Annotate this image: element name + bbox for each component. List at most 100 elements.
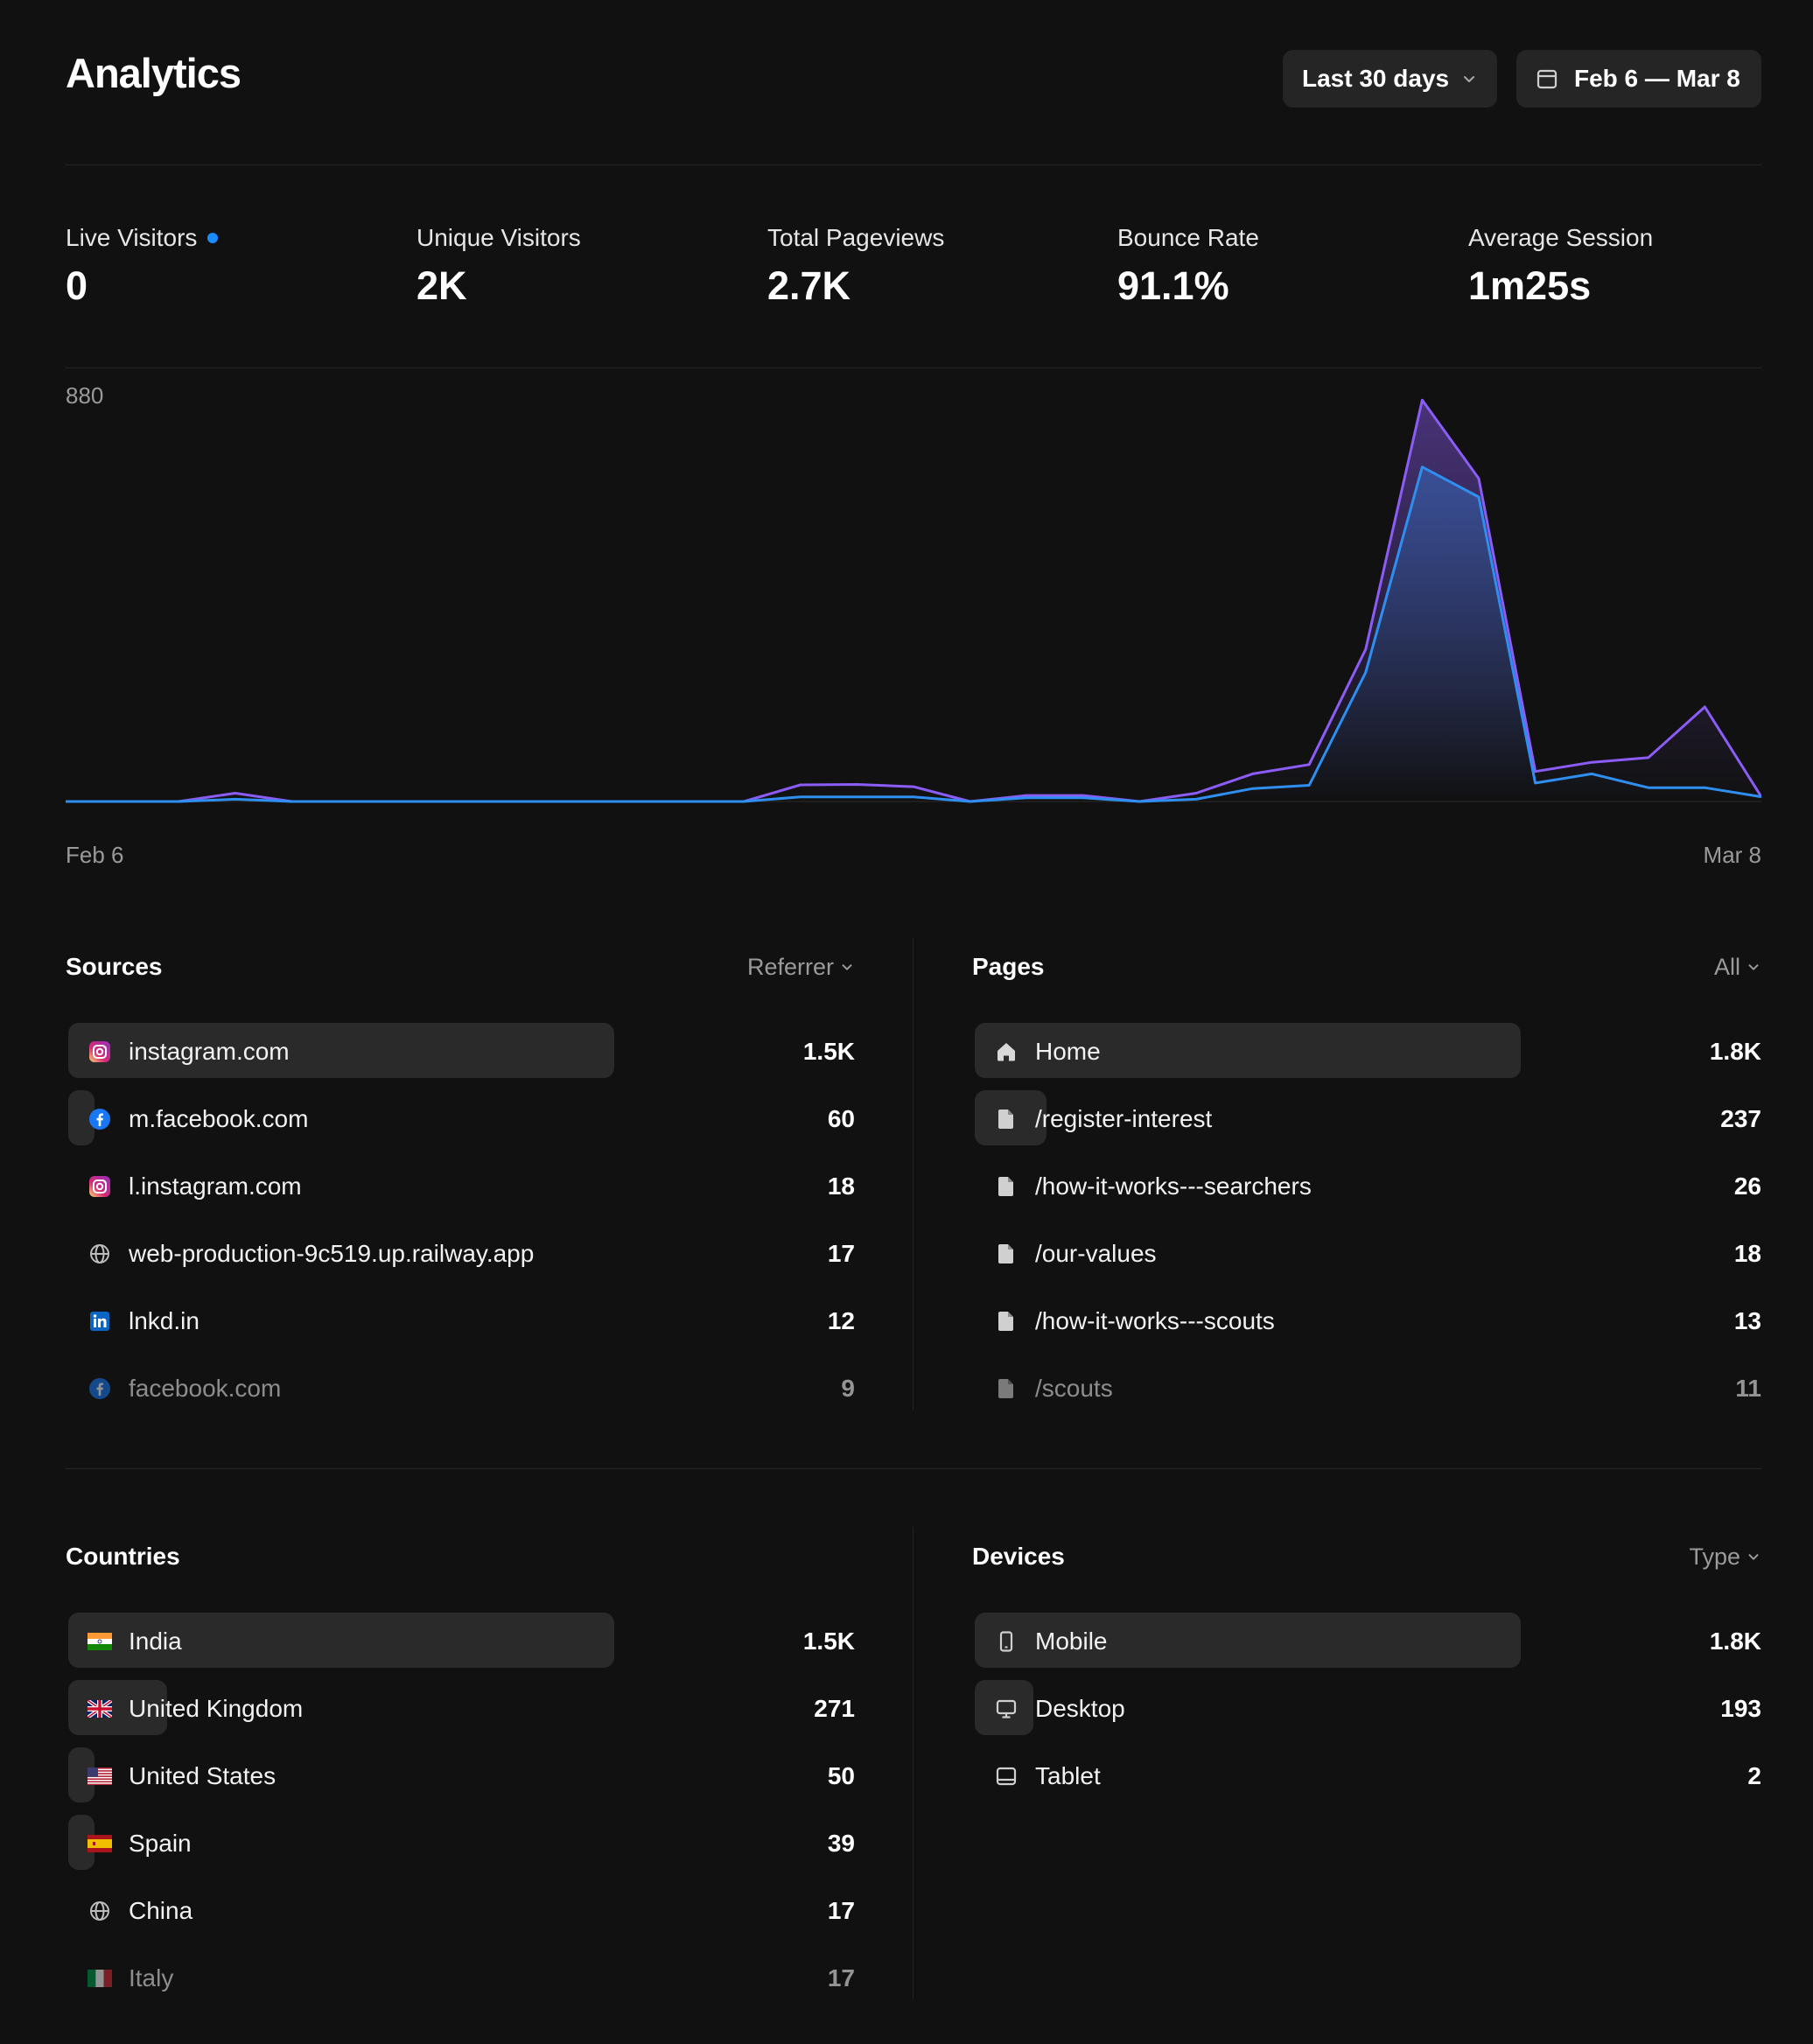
page-label: /how-it-works---searchers	[1035, 1172, 1312, 1200]
device-value: 193	[1720, 1694, 1761, 1722]
source-row[interactable]: web-production-9c519.up.railway.app 17	[66, 1220, 855, 1287]
source-label: web-production-9c519.up.railway.app	[129, 1239, 535, 1267]
page-icon	[993, 1173, 1019, 1200]
source-value: 18	[827, 1172, 855, 1200]
kpi-value: 2K	[416, 263, 467, 308]
facebook-icon	[87, 1106, 113, 1132]
chevron-down-icon	[1748, 1554, 1759, 1560]
page-row[interactable]: /scouts 11	[972, 1354, 1761, 1422]
source-label: m.facebook.com	[129, 1104, 309, 1132]
page-icon	[993, 1106, 1019, 1132]
flag-india-icon	[87, 1628, 113, 1655]
date-range-dropdown[interactable]: Last 30 days	[1283, 50, 1497, 108]
country-value: 17	[827, 1964, 855, 1992]
page-icon	[993, 1241, 1019, 1267]
date-picker-button[interactable]: Feb 6 — Mar 8	[1516, 50, 1761, 108]
country-row[interactable]: Spain 39	[66, 1810, 855, 1877]
countries-title: Countries	[66, 1543, 180, 1570]
device-share-bar	[975, 1680, 1034, 1735]
header-divider	[66, 164, 1761, 165]
visitors-area	[66, 466, 1761, 802]
chevron-down-icon	[842, 964, 852, 970]
countries-panel: Countries India 1.5K United Kingdom 271 Unit…	[66, 1539, 855, 2012]
instagram-icon	[87, 1173, 113, 1200]
desktop-icon	[993, 1696, 1019, 1722]
device-value: 2	[1747, 1761, 1761, 1789]
kpi-value: 1m25s	[1468, 263, 1592, 308]
country-label: China	[129, 1896, 193, 1924]
page-value: 13	[1733, 1306, 1761, 1334]
live-indicator-icon	[207, 233, 219, 243]
chart-x-start-label: Feb 6	[66, 842, 124, 868]
chevron-down-icon	[1464, 76, 1474, 82]
kpi-value: 91.1%	[1117, 263, 1229, 308]
page-row[interactable]: /how-it-works---searchers 26	[972, 1152, 1761, 1220]
panel-divider	[913, 938, 914, 1410]
page-label: /register-interest	[1035, 1104, 1213, 1132]
kpi-value: 2.7K	[767, 263, 851, 308]
pages-filter-label: All	[1713, 953, 1740, 980]
page-title: Analytics	[66, 50, 242, 96]
visitors-chart[interactable]	[66, 376, 1761, 875]
page-label: /scouts	[1035, 1374, 1113, 1402]
devices-filter-label: Type	[1689, 1543, 1740, 1570]
page-value: 26	[1733, 1172, 1761, 1200]
kpi-average-session: Average Session 1m25s	[1468, 223, 1653, 309]
devices-filter-dropdown[interactable]: Type	[1689, 1544, 1761, 1571]
country-row[interactable]: India 1.5K	[66, 1607, 855, 1675]
source-value: 17	[827, 1239, 855, 1267]
section-divider	[66, 1468, 1761, 1469]
sources-filter-dropdown[interactable]: Referrer	[747, 954, 855, 981]
device-row[interactable]: Desktop 193	[972, 1675, 1761, 1742]
source-row[interactable]: m.facebook.com 60	[66, 1085, 855, 1152]
device-row[interactable]: Tablet 2	[972, 1742, 1761, 1810]
page-row[interactable]: /our-values 18	[972, 1220, 1761, 1287]
sources-panel: Sources Referrer instagram.com 1.5K m.face…	[66, 949, 855, 1422]
kpi-live-visitors: Live Visitors 0	[66, 223, 219, 309]
source-value: 60	[827, 1104, 855, 1132]
country-row[interactable]: United Kingdom 271	[66, 1675, 855, 1742]
source-row[interactable]: instagram.com 1.5K	[66, 1018, 855, 1085]
source-row[interactable]: lnkd.in 12	[66, 1287, 855, 1354]
date-range-label: Last 30 days	[1302, 65, 1450, 92]
page-value: 18	[1733, 1239, 1761, 1267]
countries-list: India 1.5K United Kingdom 271 United States 5…	[66, 1607, 855, 2012]
page-row[interactable]: /register-interest 237	[972, 1085, 1761, 1152]
country-share-bar	[68, 1680, 168, 1735]
device-label: Tablet	[1035, 1761, 1101, 1789]
page-row[interactable]: /how-it-works---scouts 13	[972, 1287, 1761, 1354]
instagram-icon	[87, 1039, 113, 1065]
country-label: India	[129, 1627, 182, 1655]
country-share-bar	[68, 1613, 614, 1668]
country-row[interactable]: Italy 17	[66, 1944, 855, 2012]
kpi-value: 0	[66, 263, 88, 308]
flag-uk-icon	[87, 1696, 113, 1722]
device-row[interactable]: Mobile 1.8K	[972, 1607, 1761, 1675]
chevron-down-icon	[1748, 964, 1759, 970]
page-label: /how-it-works---scouts	[1035, 1306, 1275, 1334]
pages-filter-dropdown[interactable]: All	[1714, 954, 1761, 981]
page-icon	[993, 1376, 1019, 1402]
source-row[interactable]: l.instagram.com 18	[66, 1152, 855, 1220]
devices-panel: Devices Type Mobile 1.8K Desktop 193 Tablet 2	[972, 1539, 1761, 1810]
country-label: Spain	[129, 1829, 192, 1857]
country-value: 50	[827, 1761, 855, 1789]
country-row[interactable]: United States 50	[66, 1742, 855, 1810]
page-value: 1.8K	[1709, 1037, 1761, 1065]
sources-list: instagram.com 1.5K m.facebook.com 60 l.insta…	[66, 1018, 855, 1422]
page-row[interactable]: Home 1.8K	[972, 1018, 1761, 1085]
source-row[interactable]: facebook.com 9	[66, 1354, 855, 1422]
device-label: Mobile	[1035, 1627, 1108, 1655]
date-picker-label: Feb 6 — Mar 8	[1574, 65, 1740, 92]
device-share-bar	[975, 1613, 1521, 1668]
devices-title: Devices	[972, 1543, 1065, 1570]
country-value: 1.5K	[802, 1627, 855, 1655]
flag-italy-icon	[87, 1965, 113, 1992]
kpi-label: Bounce Rate	[1117, 224, 1259, 251]
tablet-icon	[993, 1763, 1019, 1789]
source-value: 12	[827, 1306, 855, 1334]
pages-title: Pages	[972, 953, 1045, 980]
page-label: /our-values	[1035, 1239, 1157, 1267]
kpi-label: Total Pageviews	[767, 224, 945, 251]
country-row[interactable]: China 17	[66, 1877, 855, 1944]
